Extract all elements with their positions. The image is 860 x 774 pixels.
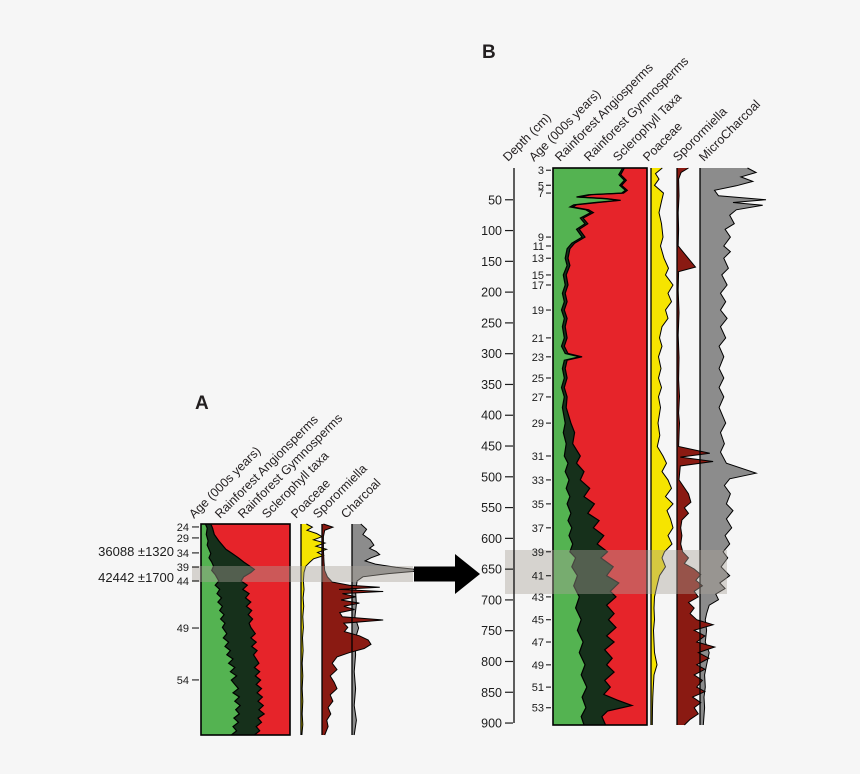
age-tick-label: 31 bbox=[532, 451, 544, 463]
sporormiella-outline bbox=[322, 523, 384, 736]
age-tick-label: 45 bbox=[532, 615, 544, 627]
rainforest-angionsperms-area bbox=[201, 524, 241, 735]
age-tick-label: 25 bbox=[532, 373, 544, 385]
rainforest-gymnosperms-outline bbox=[210, 523, 266, 736]
highlight-band-b bbox=[505, 550, 727, 594]
age-tick-label: 53 bbox=[532, 703, 544, 715]
sporormiella-area bbox=[677, 168, 715, 725]
age-tick-label: 23 bbox=[532, 352, 544, 364]
depth-tick-label: 150 bbox=[481, 255, 502, 269]
microcharcoal-outline bbox=[702, 167, 767, 726]
charcoal-outline bbox=[353, 523, 426, 736]
depth-tick-label: 450 bbox=[481, 440, 502, 454]
age-tick-label: 3 bbox=[538, 165, 544, 177]
highlight-band-a bbox=[192, 566, 413, 582]
age-tick-label: 33 bbox=[532, 475, 544, 487]
depth-tick-label: 100 bbox=[481, 224, 502, 238]
composition-panel-frame-a bbox=[200, 523, 291, 736]
radiocarbon-date-annotation-2: 42442 ±1700 bbox=[98, 570, 174, 585]
age-tick-label: 9 bbox=[538, 232, 544, 244]
radiocarbon-date-annotation-1: 36088 ±1320 bbox=[98, 544, 174, 559]
rainforest-angionsperms-outline bbox=[204, 523, 242, 736]
poaceae-outline bbox=[301, 523, 329, 736]
age-tick-label: 41 bbox=[532, 571, 544, 583]
depth-tick-label: 250 bbox=[481, 316, 502, 330]
depth-tick-label: 500 bbox=[481, 470, 502, 484]
poaceae-area bbox=[301, 524, 327, 735]
age-tick-label: 49 bbox=[532, 660, 544, 672]
age-tick-label: 43 bbox=[532, 592, 544, 604]
sporormiella-outline bbox=[677, 167, 717, 726]
depth-tick-label: 900 bbox=[481, 717, 502, 731]
charcoal-area bbox=[352, 524, 425, 735]
sporormiella-area bbox=[322, 524, 384, 735]
age-tick-label: 24 bbox=[177, 522, 189, 534]
age-tick-label: 39 bbox=[177, 562, 189, 574]
depth-tick-label: 350 bbox=[481, 378, 502, 392]
depth-tick-label: 300 bbox=[481, 347, 502, 361]
poaceae-outline bbox=[651, 167, 674, 726]
age-tick-label: 11 bbox=[533, 241, 544, 253]
microcharcoal-area bbox=[700, 168, 766, 725]
age-tick-label: 35 bbox=[532, 499, 544, 511]
age-tick-label: 7 bbox=[538, 188, 544, 200]
rainforest-angiosperms-outline bbox=[560, 167, 627, 726]
correlation-arrow-icon bbox=[414, 554, 480, 594]
age-tick-label: 54 bbox=[177, 675, 189, 687]
depth-tick-label: 50 bbox=[488, 193, 502, 207]
age-tick-label: 15 bbox=[532, 270, 544, 282]
depth-tick-label: 550 bbox=[481, 501, 502, 515]
age-tick-label: 39 bbox=[532, 547, 544, 559]
depth-tick-label: 800 bbox=[481, 655, 502, 669]
age-tick-label: 27 bbox=[532, 392, 544, 404]
depth-tick-label: 200 bbox=[481, 286, 502, 300]
age-tick-label: 29 bbox=[177, 533, 189, 545]
depth-tick-label: 700 bbox=[481, 593, 502, 607]
depth-tick-label: 400 bbox=[481, 409, 502, 423]
age-tick-label: 37 bbox=[532, 523, 544, 535]
age-tick-label: 5 bbox=[538, 180, 544, 192]
rainforest-gymnosperms-outline bbox=[563, 167, 635, 726]
age-tick-label: 44 bbox=[177, 576, 189, 588]
age-tick-label: 29 bbox=[532, 418, 544, 430]
age-tick-label: 17 bbox=[532, 280, 544, 292]
depth-tick-label: 750 bbox=[481, 624, 502, 638]
age-tick-label: 34 bbox=[177, 548, 189, 560]
rainforest-angiosperms-area bbox=[553, 168, 626, 725]
panel-a-letter: A bbox=[195, 393, 209, 414]
age-tick-label: 49 bbox=[177, 623, 189, 635]
depth-tick-label: 850 bbox=[481, 686, 502, 700]
age-tick-label: 47 bbox=[532, 637, 544, 649]
composition-panel-frame-b bbox=[552, 167, 648, 726]
age-tick-label: 51 bbox=[532, 682, 544, 694]
age-tick-label: 21 bbox=[532, 333, 544, 345]
depth-tick-label: 650 bbox=[481, 563, 502, 577]
depth-tick-label: 600 bbox=[481, 532, 502, 546]
age-tick-label: 19 bbox=[532, 305, 544, 317]
panel-b-letter: B bbox=[482, 42, 496, 63]
age-tick-label: 13 bbox=[532, 253, 544, 265]
